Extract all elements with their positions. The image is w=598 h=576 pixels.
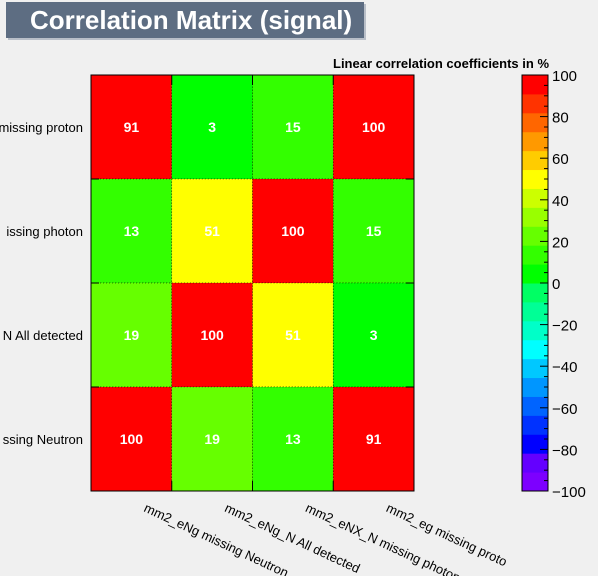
cell-value-label: 19 [204, 431, 220, 447]
colorbar-tick-label: 100 [552, 68, 577, 85]
cell-value-label: 100 [120, 431, 144, 447]
heatmap-cell [171, 386, 253, 492]
heatmap-cell [171, 74, 253, 180]
colorbar-axis: 100 80 60 40 20 0 −20 −40 −60 −80 −100 [540, 68, 586, 501]
colorbar-step [522, 188, 548, 208]
colorbar-step [522, 358, 548, 379]
colorbar-step [522, 434, 548, 454]
colorbar-step [522, 112, 548, 133]
colorbar-step [522, 169, 548, 189]
heatmap-cell [332, 178, 415, 284]
colorbar-step [522, 131, 548, 152]
cell-value-label: 100 [362, 119, 386, 135]
colorbar-tick-label: −100 [552, 484, 586, 501]
heatmap-cell-labels: 91 3 15 100 13 51 100 15 19 100 51 3 100 19 13 91 [120, 119, 386, 447]
colorbar-step [522, 207, 548, 227]
axes [90, 74, 415, 492]
cell-value-label: 13 [124, 223, 140, 239]
heatmap-cells [90, 74, 415, 492]
y-axis-label: N All detected [3, 328, 83, 343]
colorbar-step [522, 245, 548, 265]
colorbar-step [522, 320, 548, 341]
colorbar-tick-label: −40 [552, 359, 577, 376]
cell-value-label: 91 [366, 431, 382, 447]
cell-value-label: 13 [285, 431, 301, 447]
heatmap-cell [252, 178, 334, 284]
heatmap-cell [90, 178, 173, 284]
heatmap-cell [90, 74, 173, 180]
colorbar-tick-label: 0 [552, 276, 560, 293]
heatmap-cell [171, 282, 253, 388]
heatmap-cell [252, 386, 334, 492]
colorbar-step [522, 93, 548, 114]
cell-value-label: 100 [200, 327, 224, 343]
colorbar-step [522, 226, 548, 246]
colorbar-tick-label: −80 [552, 442, 577, 459]
cell-value-label: 100 [281, 223, 305, 239]
cell-value-label: 51 [204, 223, 220, 239]
colorbar [521, 74, 549, 492]
cell-value-label: 15 [285, 119, 301, 135]
heatmap-cell [171, 178, 253, 284]
colorbar-step [522, 415, 548, 435]
colorbar-tick-label: 60 [552, 151, 569, 168]
colorbar-step [522, 472, 548, 492]
colorbar-step [522, 453, 548, 473]
colorbar-step [522, 377, 548, 397]
colorbar-step [522, 339, 548, 360]
cell-value-label: 3 [208, 119, 216, 135]
cell-value-label: 91 [124, 119, 140, 135]
y-axis-labels: missing proton issing photon N All detecte… [0, 120, 83, 447]
colorbar-tick-label: −20 [552, 318, 577, 335]
colorbar-step [522, 283, 548, 303]
chart-subtitle: Linear correlation coefficients in % [333, 56, 549, 71]
chart-title: Correlation Matrix (signal) [30, 5, 353, 35]
y-axis-label: missing proton [0, 120, 83, 135]
y-axis-label: issing photon [6, 224, 83, 239]
colorbar-tick-label: 80 [552, 110, 569, 127]
colorbar-tick-label: 20 [552, 234, 569, 251]
title-box: Correlation Matrix (signal) [6, 2, 364, 38]
colorbar-step [522, 301, 548, 322]
colorbar-step [522, 264, 548, 284]
heatmap-cell [252, 74, 334, 180]
colorbar-step [522, 150, 548, 171]
colorbar-step [522, 396, 548, 416]
colorbar-step [522, 75, 548, 95]
y-axis-label: ssing Neutron [3, 432, 83, 447]
x-axis-label: mm2_eNg missing Neutron [142, 500, 291, 576]
x-axis-label: mm2_eNg_N All detected [222, 500, 362, 576]
cell-value-label: 19 [124, 327, 140, 343]
cell-value-label: 51 [285, 327, 301, 343]
cell-value-label: 15 [366, 223, 382, 239]
colorbar-tick-label: −60 [552, 401, 577, 418]
cell-value-label: 3 [370, 327, 378, 343]
heatmap-cell [90, 386, 173, 492]
colorbar-tick-label: 40 [552, 193, 569, 210]
